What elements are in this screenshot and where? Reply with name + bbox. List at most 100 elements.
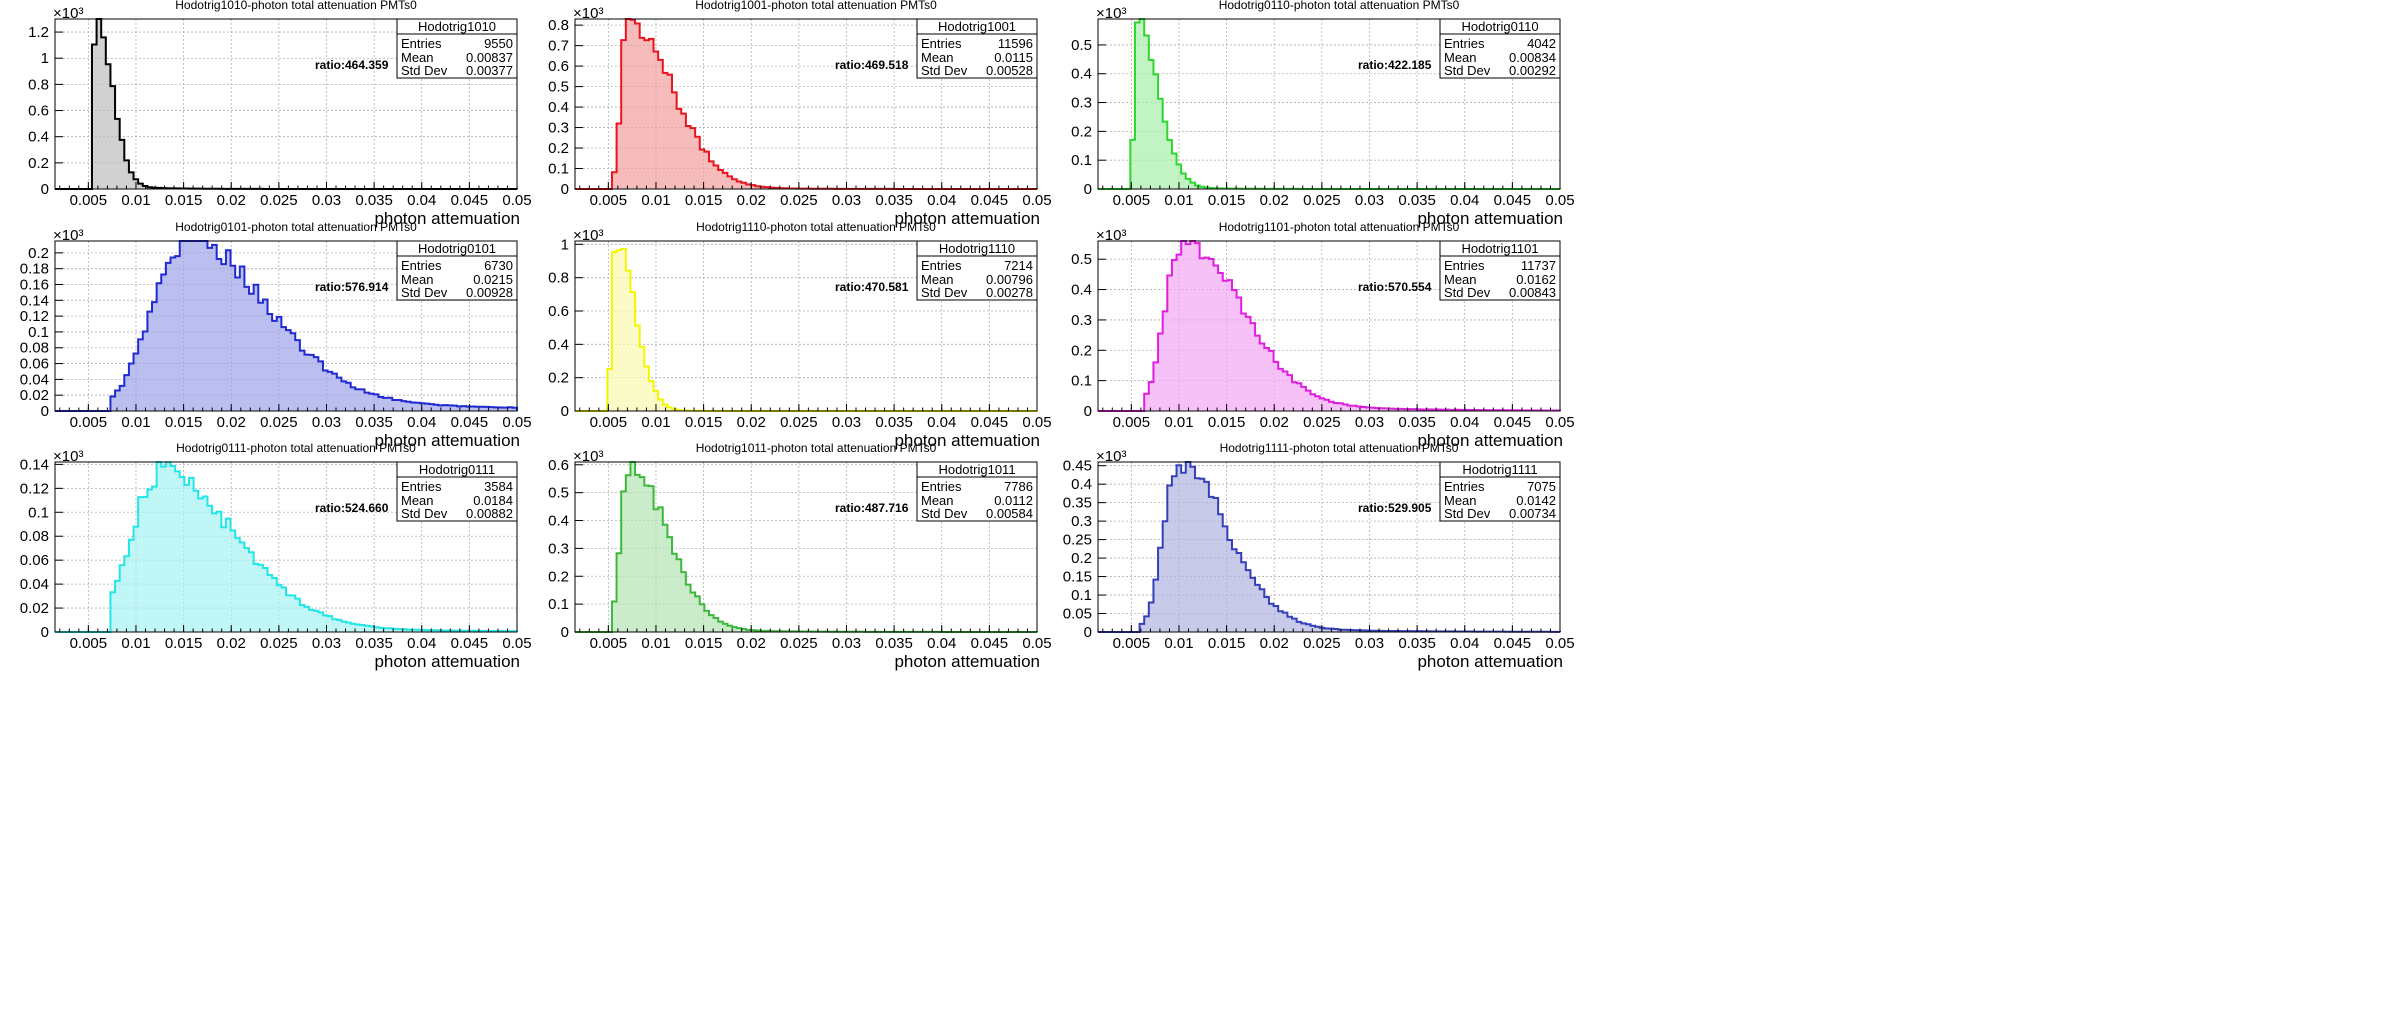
plot-frame: [54, 18, 518, 190]
x-tick-label: 0.005: [590, 414, 628, 431]
x-tick-label: 0.02: [1260, 635, 1289, 652]
x-tick-label: 0.005: [70, 635, 108, 652]
x-tick-label: 0.045: [971, 414, 1009, 431]
x-tick-label: 0.02: [1260, 192, 1289, 209]
x-tick-label: 0.01: [641, 635, 670, 652]
stats-value-mean: 0.0112: [994, 493, 1033, 508]
stats-label-mean: Mean: [921, 50, 954, 65]
x-tick-label: 0.025: [780, 414, 818, 431]
x-tick-label: 0.03: [832, 414, 861, 431]
y-tick-label: 0.02: [20, 600, 49, 617]
x-tick-label: 0.035: [1398, 192, 1436, 209]
x-tick-label: 0.05: [502, 192, 531, 209]
y-tick-label: 0: [561, 403, 569, 420]
x-tick-label: 0.04: [407, 192, 436, 209]
stats-label-entries: Entries: [921, 479, 962, 494]
plot-frame: [574, 240, 1038, 412]
y-exponent-label: ×10³: [53, 448, 83, 465]
y-tick-label: 0.16: [20, 276, 49, 293]
y-tick-label: 0.2: [548, 370, 569, 387]
stats-box-frame: [916, 240, 1038, 301]
chart-title: Hodotrig1110-photon total attenuation PM…: [696, 220, 936, 234]
histogram-panel-1: Hodotrig1010-photon total attenuation PM…: [28, 0, 531, 228]
y-tick-label: 0.2: [28, 155, 49, 172]
stats-name: Hodotrig0101: [418, 241, 496, 256]
stats-box: Hodotrig1010 Entries 9550 Mean 0.00837 Std De…: [396, 18, 518, 79]
x-tick-label: 0.015: [165, 635, 203, 652]
stats-value-entries: 11737: [1521, 258, 1556, 273]
stats-value-std: 0.00843: [1509, 285, 1556, 300]
chart-title: Hodotrig1111-photon total attenuation PM…: [1220, 441, 1459, 455]
stats-box: Hodotrig1101 Entries 11737 Mean 0.0162 Std De…: [1439, 240, 1561, 301]
x-tick-label: 0.05: [1022, 414, 1051, 431]
stats-box-frame: [396, 240, 518, 301]
y-tick-label: 0.2: [548, 140, 569, 157]
y-tick-label: 0.4: [1071, 282, 1092, 299]
x-tick-label: 0.005: [1113, 414, 1151, 431]
stats-name: Hodotrig1101: [1461, 241, 1538, 256]
stats-label-entries: Entries: [401, 36, 442, 51]
x-axis-label: photon attemuation: [1417, 209, 1563, 228]
stats-label-mean: Mean: [401, 50, 434, 65]
stats-box-frame: [396, 18, 518, 79]
x-tick-label: 0.035: [875, 635, 913, 652]
x-tick-label: 0.02: [217, 635, 246, 652]
x-tick-label: 0.005: [1113, 192, 1151, 209]
stats-box: Hodotrig1110 Entries 7214 Mean 0.00796 Std De…: [916, 240, 1038, 301]
x-tick-label: 0.05: [1022, 192, 1051, 209]
y-tick-label: 0.2: [1071, 550, 1092, 567]
stats-value-entries: 7075: [1527, 479, 1556, 494]
y-tick-label: 0.6: [548, 457, 569, 474]
x-tick-label: 0.03: [1355, 414, 1384, 431]
y-tick-label: 0.06: [20, 356, 49, 373]
stats-value-entries: 9550: [484, 36, 513, 51]
x-tick-label: 0.05: [1545, 635, 1574, 652]
y-tick-label: 0.4: [1071, 66, 1092, 83]
stats-box: Hodotrig1001 Entries 11596 Mean 0.0115 Std De…: [916, 18, 1038, 79]
x-tick-label: 0.01: [1164, 414, 1193, 431]
y-exponent-label: ×10³: [53, 5, 83, 22]
y-tick-label: 1: [41, 50, 49, 67]
y-tick-label: 1: [561, 236, 569, 253]
stats-label-std: Std Dev: [1444, 63, 1491, 78]
x-tick-label: 0.05: [1545, 414, 1574, 431]
stats-name: Hodotrig1001: [938, 19, 1016, 34]
stats-label-entries: Entries: [401, 479, 442, 494]
stats-label-mean: Mean: [921, 272, 954, 287]
stats-value-std: 0.00292: [1509, 63, 1556, 78]
y-tick-label: 0: [561, 181, 569, 198]
y-tick-label: 0.1: [1071, 587, 1092, 604]
x-tick-label: 0.02: [737, 192, 766, 209]
x-tick-label: 0.035: [1398, 635, 1436, 652]
ratio-annotation: ratio:422.185: [1358, 58, 1432, 72]
stats-label-entries: Entries: [1444, 36, 1485, 51]
y-tick-label: 0.12: [20, 480, 49, 497]
histogram-panel-2: Hodotrig1001-photon total attenuation PM…: [548, 0, 1051, 228]
histogram-outline: [55, 461, 518, 633]
ratio-annotation: ratio:529.905: [1358, 501, 1432, 515]
y-tick-label: 0.2: [1071, 123, 1092, 140]
y-tick-label: 0.4: [548, 513, 569, 530]
y-tick-label: 0.05: [1063, 606, 1092, 623]
x-tick-label: 0.005: [590, 192, 628, 209]
stats-value-mean: 0.0184: [473, 493, 513, 508]
x-tick-label: 0.045: [451, 192, 489, 209]
stats-label-std: Std Dev: [1444, 285, 1491, 300]
histogram-fill: [575, 19, 1037, 189]
y-tick-label: 0.45: [1063, 458, 1092, 475]
x-tick-label: 0.045: [451, 414, 489, 431]
stats-value-mean: 0.0115: [994, 50, 1033, 65]
y-tick-label: 0.4: [548, 99, 569, 116]
x-tick-label: 0.02: [1260, 414, 1289, 431]
y-tick-label: 0.6: [548, 303, 569, 320]
y-tick-label: 0.1: [28, 324, 49, 341]
stats-name: Hodotrig0111: [419, 462, 495, 477]
y-tick-label: 0.04: [20, 576, 49, 593]
stats-value-std: 0.00734: [1509, 506, 1556, 521]
stats-label-entries: Entries: [921, 36, 962, 51]
x-tick-label: 0.035: [355, 414, 393, 431]
y-tick-label: 0.14: [20, 456, 49, 473]
stats-label-mean: Mean: [1444, 493, 1477, 508]
stats-value-std: 0.00278: [986, 285, 1033, 300]
